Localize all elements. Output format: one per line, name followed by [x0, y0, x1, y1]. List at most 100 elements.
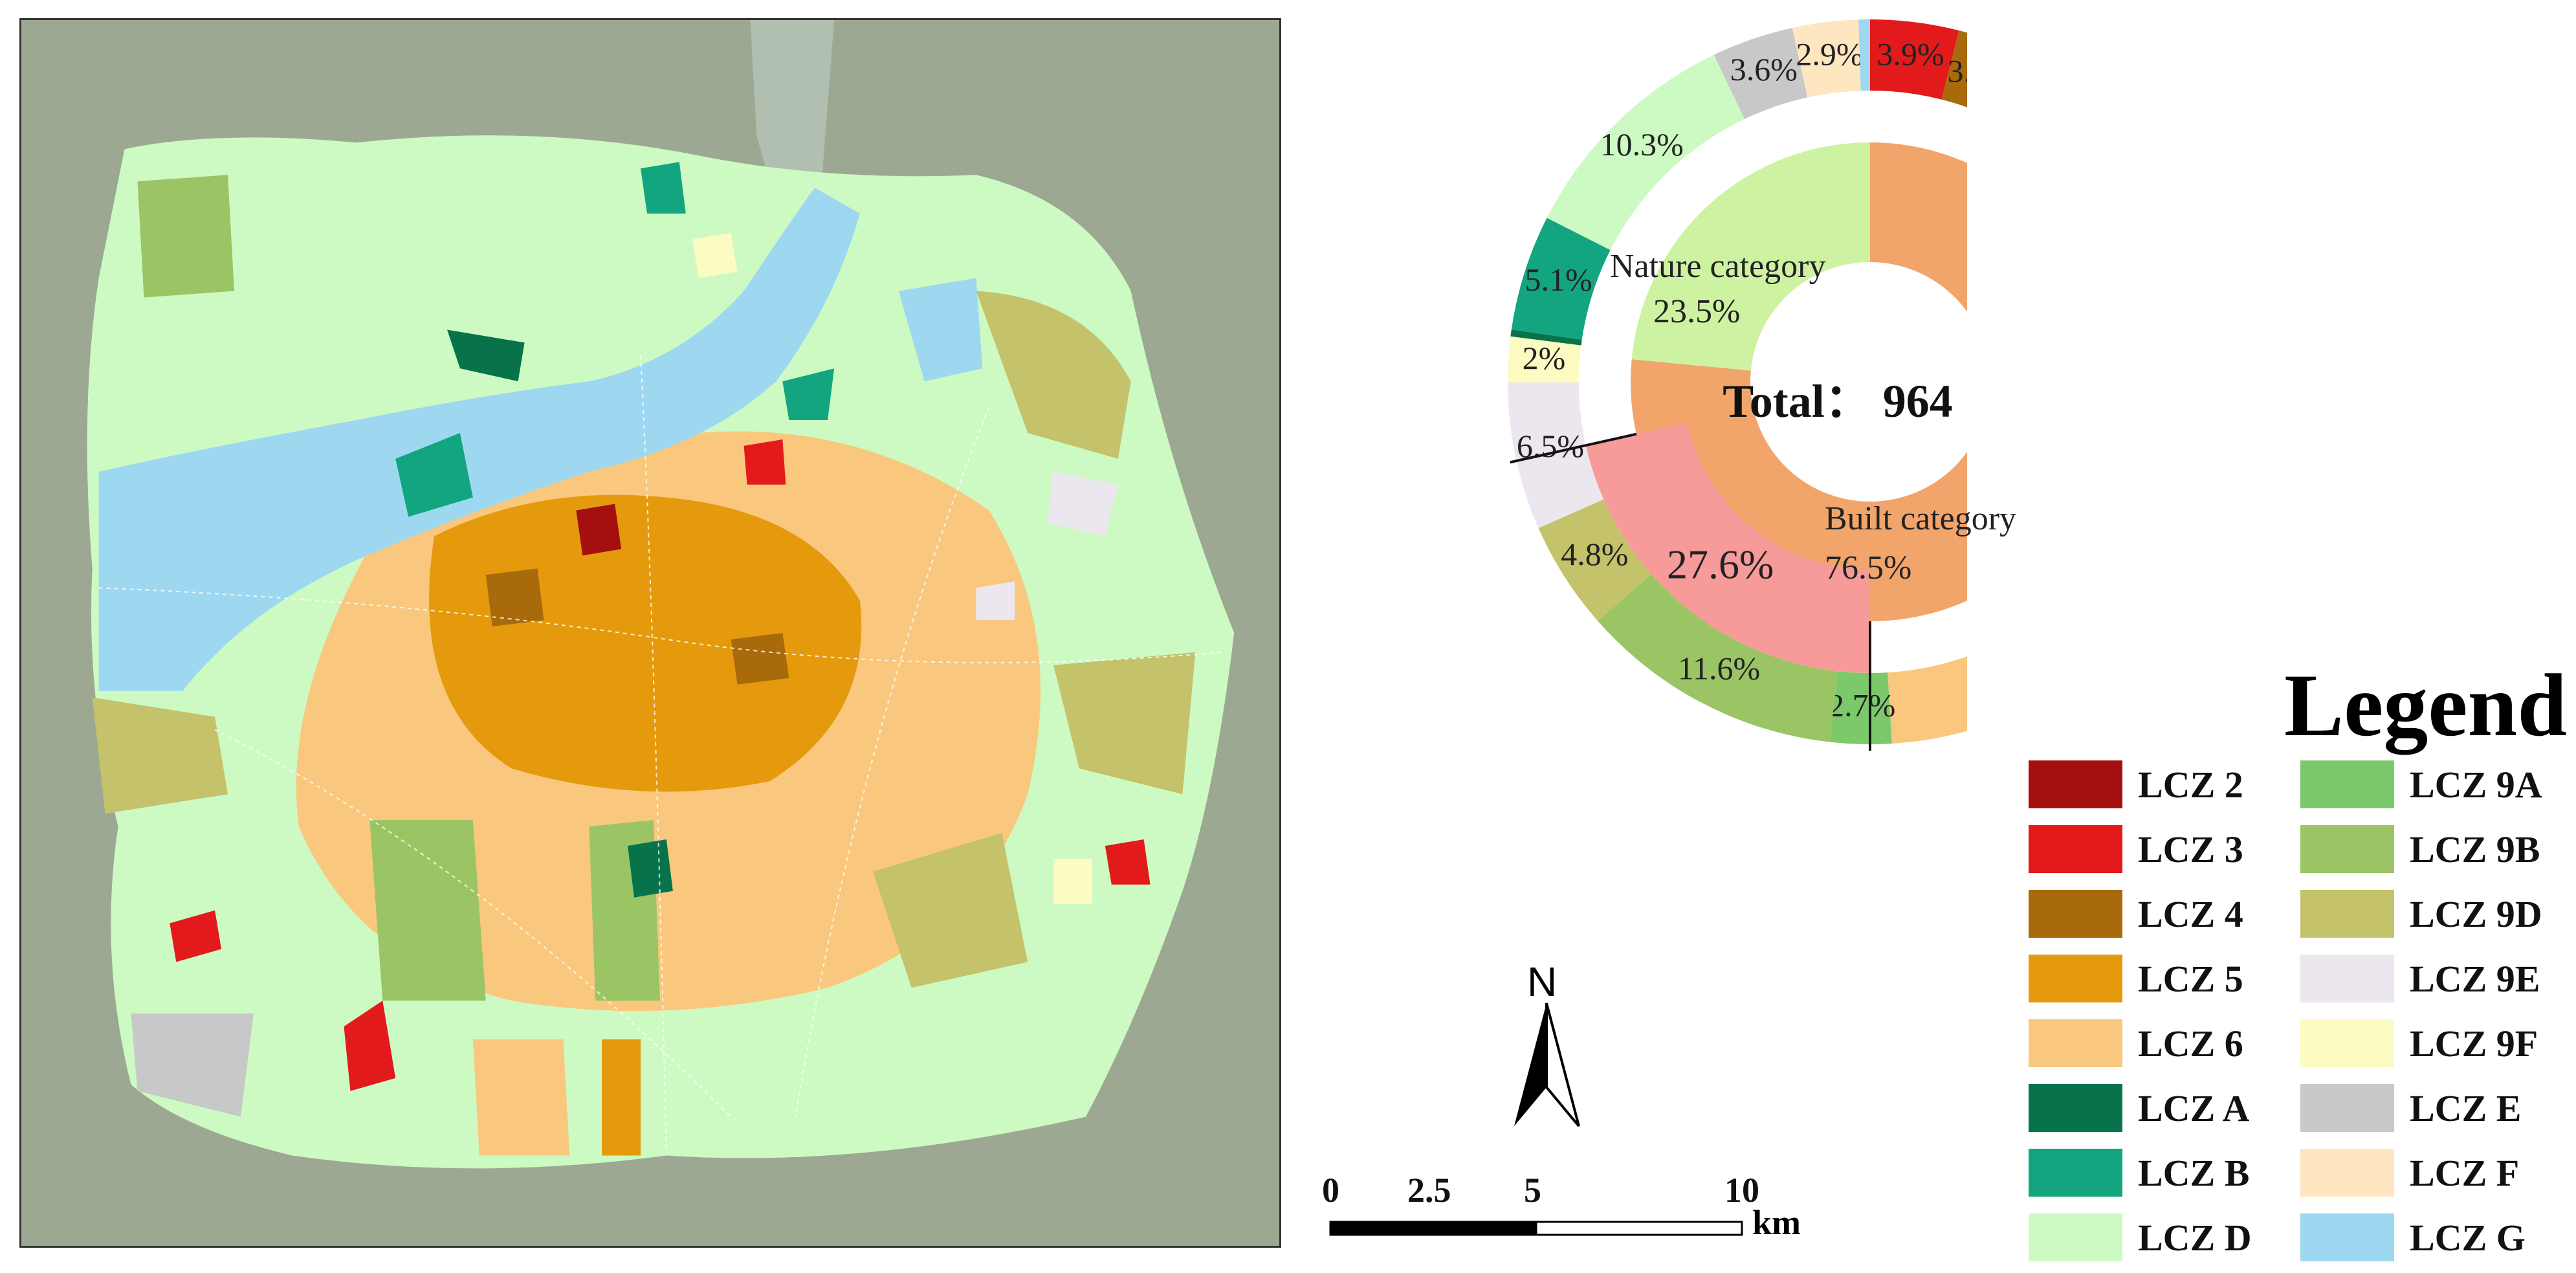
pond-lcz-g	[898, 278, 983, 382]
outer-slice-lcz-e	[1713, 28, 1808, 119]
outer-slice-lcz-b	[1511, 217, 1611, 340]
outer-label-lcz-d: 10.3%	[1600, 126, 1684, 162]
outer-slice-lcz-4	[1941, 30, 1967, 107]
legend-label: LCZ 9F	[2410, 1022, 2538, 1065]
outer-slice-lcz-g	[1858, 19, 1870, 91]
legend-label: LCZ 6	[2138, 1022, 2243, 1065]
exploded-segment	[1585, 423, 1870, 673]
chart-center-total: Total： 964	[1723, 375, 1953, 427]
legend-label: LCZ 3	[2138, 828, 2243, 870]
scale-tick-10: 10	[1724, 1171, 1759, 1210]
legend-label: LCZ B	[2138, 1151, 2250, 1194]
patch-lcz-3	[743, 439, 786, 485]
patch-lcz-9b	[369, 820, 486, 1001]
legend-label: LCZ 4	[2138, 892, 2243, 935]
legend-label: LCZ F	[2410, 1151, 2520, 1194]
block-boundaries	[98, 355, 1222, 1156]
legend-swatch	[2029, 955, 2122, 1002]
legend-swatch	[2029, 1149, 2122, 1197]
legend-swatch	[2300, 1019, 2394, 1067]
patch-lcz-b	[641, 162, 686, 214]
legend-item-lcz-g: LCZ G	[2300, 1213, 2526, 1261]
legend-item-lcz-6: LCZ 6	[2029, 1019, 2243, 1067]
river-lcz-g	[98, 188, 861, 691]
patch-lcz-a	[628, 839, 673, 898]
outer-slice-lcz-d	[1547, 54, 1745, 250]
patch-lcz-4	[731, 633, 789, 685]
patch-lcz-b	[395, 432, 473, 517]
patch-lcz-e	[131, 1013, 254, 1117]
legend-item-lcz-f: LCZ F	[2300, 1149, 2519, 1197]
patch-lcz-3	[1105, 839, 1150, 885]
patch-lcz-3	[344, 1001, 396, 1091]
built-category-percent: 76.5%	[1825, 549, 1912, 586]
outer-slice-lcz-9b	[1598, 574, 1838, 742]
legend-item-lcz-9e: LCZ 9E	[2300, 955, 2540, 1002]
outer-slice-lcz-3	[1870, 19, 1959, 100]
scale-tick-2-5: 2.5	[1407, 1171, 1451, 1210]
scale-tick-0: 0	[1322, 1171, 1339, 1210]
legend-item-lcz-3: LCZ 3	[2029, 825, 2243, 873]
inner-slice-nature-category	[1631, 142, 1870, 371]
legend-swatch	[2029, 825, 2122, 873]
outer-label-lcz-3: 3.9%	[1877, 36, 1944, 72]
patch-lcz-9d	[872, 833, 1028, 988]
outer-label-lcz-9b: 11.6%	[1678, 650, 1760, 686]
legend-item-lcz-5: LCZ 5	[2029, 955, 2243, 1002]
legend-item-lcz-d: LCZ D	[2029, 1213, 2252, 1261]
outer-slice-lcz-9f	[1508, 336, 1581, 382]
legend-item-lcz-9d: LCZ 9D	[2300, 890, 2542, 938]
lcz-map-svg	[21, 20, 1279, 1246]
nature-category-percent: 23.5%	[1653, 293, 1741, 330]
patch-lcz-6	[472, 1039, 570, 1156]
legend-label: LCZ 2	[2138, 763, 2243, 806]
patch-lcz-4	[485, 568, 544, 627]
patch-lcz-9d	[1053, 652, 1196, 795]
patch-lcz-9b	[137, 175, 234, 298]
patch-lcz-9f	[1053, 858, 1092, 904]
outer-slice-lcz-a	[1510, 329, 1582, 346]
legend-swatch	[2029, 1019, 2122, 1067]
built-category-label: Built category	[1825, 500, 2017, 537]
outer-label-lcz-4: 3.1%	[1948, 53, 1967, 89]
outer-slice-lcz-6	[1888, 656, 1967, 744]
outer-slice-lcz-9d	[1538, 499, 1651, 621]
outer-label-lcz-9d: 4.8%	[1561, 536, 1628, 572]
scale-unit: km	[1752, 1203, 1801, 1242]
legend-label: LCZ 5	[2138, 957, 2243, 1000]
outer-label-lcz-f: 2.9%	[1796, 36, 1863, 72]
legend-label: LCZ 9D	[2410, 892, 2542, 935]
legend-swatch	[2300, 825, 2394, 873]
legend-item-lcz-9b: LCZ 9B	[2300, 825, 2540, 873]
outer-label-lcz-e: 3.6%	[1730, 51, 1798, 87]
legend-swatch	[2300, 1084, 2394, 1132]
legend-title: Legend	[2284, 656, 2568, 755]
legend-label: LCZ 9B	[2410, 828, 2540, 870]
nature-category-label: Nature category	[1610, 248, 1826, 285]
outer-label-lcz-9a: 2.7%	[1828, 687, 1895, 723]
exploded-segment-label: 27.6%	[1667, 541, 1774, 587]
scale-tick-5: 5	[1524, 1171, 1541, 1210]
lcz-ring-chart: 3.9%3.1%13.4%28%2.7%11.6%4.8%6.5%2%5.1%1…	[1508, 19, 1967, 751]
legend-swatch	[2300, 1149, 2394, 1197]
patch-lcz-9d	[976, 291, 1131, 459]
legend-label: LCZ 9E	[2410, 957, 2540, 1000]
patch-lcz-b	[782, 368, 835, 421]
lcz-map	[19, 18, 1281, 1248]
outer-label-lcz-9f: 2%	[1523, 340, 1566, 376]
patch-lcz-5	[602, 1039, 641, 1156]
legend-label: LCZ E	[2410, 1087, 2522, 1129]
legend-label: LCZ 9A	[2410, 763, 2542, 806]
scale-bar	[1329, 1221, 1743, 1236]
patch-lcz-9e	[976, 581, 1015, 621]
legend-item-lcz-2: LCZ 2	[2029, 760, 2243, 808]
legend-swatch	[2029, 1084, 2122, 1132]
legend-label: LCZ A	[2138, 1087, 2250, 1129]
patch-lcz-9f	[692, 232, 738, 278]
patch-lcz-2	[576, 504, 622, 556]
patch-lcz-9d	[92, 697, 228, 814]
legend-label: LCZ D	[2138, 1216, 2252, 1259]
outer-slice-lcz-9a	[1829, 671, 1892, 744]
legend-swatch	[2300, 1213, 2394, 1261]
patch-lcz-3	[170, 910, 222, 962]
